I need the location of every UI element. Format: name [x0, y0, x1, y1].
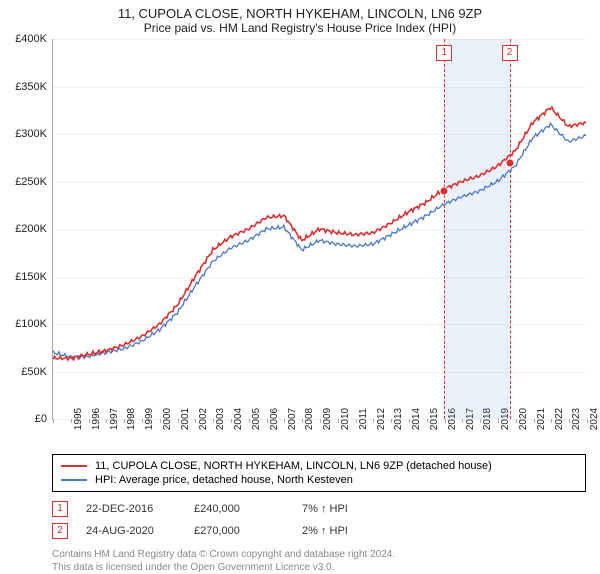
chart-title-line1: 11, CUPOLA CLOSE, NORTH HYKEHAM, LINCOLN… — [0, 0, 600, 21]
y-axis-label: £250K — [15, 176, 53, 188]
footer-attribution: Contains HM Land Registry data © Crown c… — [52, 548, 586, 574]
y-axis-label: £350K — [15, 81, 53, 93]
legend-item: 11, CUPOLA CLOSE, NORTH HYKEHAM, LINCOLN… — [61, 459, 577, 473]
y-axis-label: £200K — [15, 223, 53, 235]
sale-delta: 2% ↑ HPI — [302, 525, 392, 537]
y-axis-label: £150K — [15, 271, 53, 283]
sale-row: 1 22-DEC-2016 £240,000 7% ↑ HPI — [52, 498, 586, 520]
legend-label: 11, CUPOLA CLOSE, NORTH HYKEHAM, LINCOLN… — [95, 460, 492, 472]
sale-date: 22-DEC-2016 — [86, 503, 176, 515]
footer-line2: This data is licensed under the Open Gov… — [52, 561, 586, 574]
x-axis-label: 2025 — [587, 408, 600, 430]
legend-label: HPI: Average price, detached house, Nort… — [95, 474, 353, 486]
chart-lines — [53, 39, 586, 419]
legend-box: 11, CUPOLA CLOSE, NORTH HYKEHAM, LINCOLN… — [52, 454, 586, 492]
sale-price: £240,000 — [194, 503, 284, 515]
legend-swatch — [61, 465, 87, 467]
chart-plot-area: £0£50K£100K£150K£200K£250K£300K£350K£400… — [52, 39, 586, 420]
y-axis-label: £100K — [15, 318, 53, 330]
legend-swatch — [61, 479, 87, 481]
sale-date: 24-AUG-2020 — [86, 525, 176, 537]
legend-item: HPI: Average price, detached house, Nort… — [61, 473, 577, 487]
chart-title-line2: Price paid vs. HM Land Registry's House … — [0, 21, 600, 39]
sale-delta: 7% ↑ HPI — [302, 503, 392, 515]
sale-price-dot — [440, 187, 449, 196]
series-line — [53, 107, 586, 360]
y-axis-label: £0 — [35, 413, 53, 425]
y-axis-label: £400K — [15, 33, 53, 45]
footer-line1: Contains HM Land Registry data © Crown c… — [52, 548, 586, 561]
y-axis-label: £50K — [21, 366, 53, 378]
sales-table: 1 22-DEC-2016 £240,000 7% ↑ HPI 2 24-AUG-2020… — [52, 498, 586, 542]
sale-row-marker: 2 — [52, 523, 68, 539]
sale-row: 2 24-AUG-2020 £270,000 2% ↑ HPI — [52, 520, 586, 542]
y-axis-label: £300K — [15, 128, 53, 140]
sale-price: £270,000 — [194, 525, 284, 537]
sale-row-marker: 1 — [52, 501, 68, 517]
sale-price-dot — [505, 158, 514, 167]
